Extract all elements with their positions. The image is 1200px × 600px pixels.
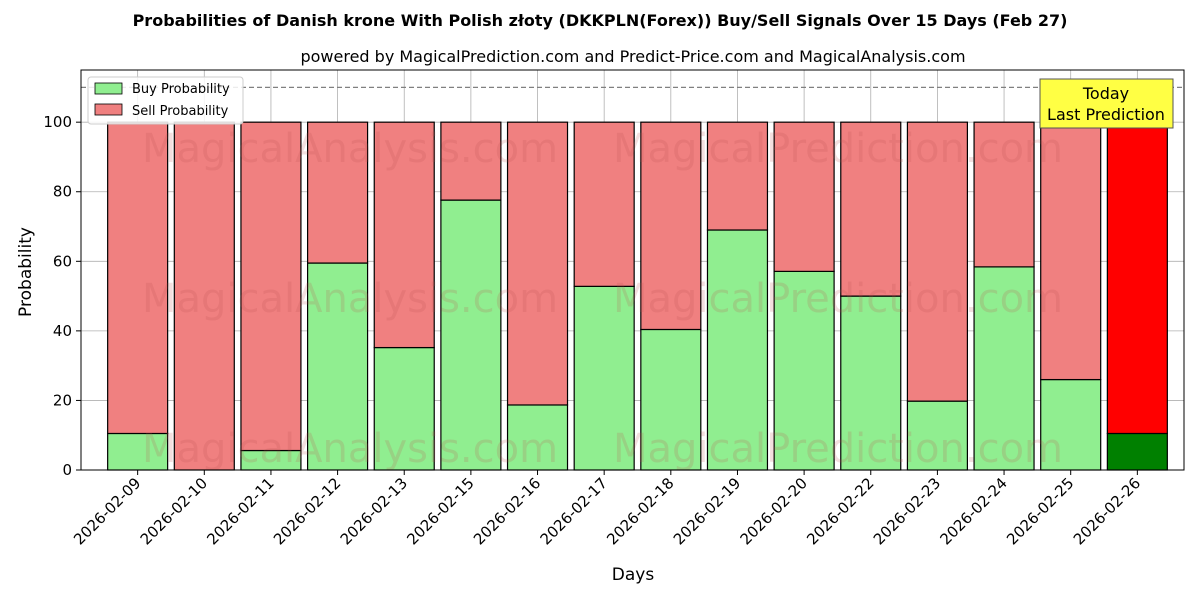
y-tick-label-2: 40 [53,322,72,340]
sell-bar-6 [506,121,569,406]
buy-bar-4 [373,346,435,471]
x-tick-label-9: 2026-02-19 [670,474,744,548]
legend-swatch-sell [94,103,123,116]
y-tick-label-3: 60 [53,252,72,270]
buy-bar-7 [573,285,635,471]
buy-bar-9 [706,229,769,471]
y-tick-label-4: 80 [53,183,72,201]
sell-bar-14 [1040,121,1102,381]
today-annotation: Today Last Prediction [1039,78,1174,129]
x-tick-label-12: 2026-02-23 [870,474,944,548]
x-tick-label-8: 2026-02-18 [603,474,677,548]
sell-bar-2 [240,121,302,452]
watermark-3: MagicalAnalysis.com [142,276,558,322]
sell-bar-4 [373,121,435,349]
legend-label-sell: Sell Probability [132,104,229,119]
annotation-line-2: Last Prediction [1047,105,1165,124]
watermarks: MagicalAnalysis.com MagicalPrediction.co… [142,126,1063,472]
x-tick-label-6: 2026-02-16 [470,474,544,548]
sell-bar-1 [173,121,235,471]
watermark-6: MagicalPrediction.com [613,426,1063,472]
x-tick-label-2: 2026-02-11 [203,474,277,548]
chart-title: Probabilities of Danish krone With Polis… [133,11,1068,30]
watermark-1: MagicalAnalysis.com [142,126,558,172]
sell-bar-0 [107,121,169,435]
sell-bar-3 [306,121,369,264]
x-tick-label-15: 2026-02-26 [1070,474,1144,548]
x-tick-label-4: 2026-02-13 [337,474,411,548]
x-tick-label-13: 2026-02-24 [937,474,1011,548]
legend-swatch-buy [94,82,123,95]
sell-bar-11 [840,121,902,297]
sell-bar-13 [973,121,1035,268]
buy-bar-12 [906,400,968,471]
y-tick-label-5: 100 [43,113,72,131]
sell-bar-5 [440,121,502,201]
legend-frame [87,76,244,125]
x-tick-label-1: 2026-02-10 [137,474,211,548]
buy-bar-10 [773,270,835,471]
sell-bar-10 [773,121,835,272]
y-axis-label: Probability [16,227,36,317]
chart-subtitle: powered by MagicalPrediction.com and Pre… [300,47,965,66]
y-tick-label-1: 20 [53,391,72,409]
legend: Buy Probability Sell Probability [87,76,244,125]
x-tick-label-11: 2026-02-22 [803,474,877,548]
buy-bar-8 [640,328,702,471]
annotation-box [1039,78,1174,129]
x-tick-label-5: 2026-02-15 [403,474,477,548]
sell-bar-8 [640,121,702,331]
plot-frame [80,69,1185,471]
sell-bar-9 [706,121,769,231]
y-tick-label-0: 0 [62,461,72,479]
buy-bar-13 [973,266,1035,471]
annotation-line-1: Today [1082,84,1129,103]
x-axis-label: Days [612,565,655,585]
x-tick-label-7: 2026-02-17 [537,474,611,548]
x-tick-label-14: 2026-02-25 [1003,474,1077,548]
buy-bar-11 [840,295,902,471]
x-tick-label-0: 2026-02-09 [70,474,144,548]
sell-bar-7 [573,121,635,287]
legend-label-buy: Buy Probability [132,82,230,97]
buy-bar-3 [306,262,369,471]
watermark-5: MagicalAnalysis.com [142,426,558,472]
bars [107,121,1168,471]
watermark-4: MagicalPrediction.com [613,276,1063,322]
buy-bar-5 [440,199,502,471]
x-tick-label-10: 2026-02-20 [737,474,811,548]
sell-bar-12 [906,121,968,402]
x-tick-label-3: 2026-02-12 [270,474,344,548]
watermark-2: MagicalPrediction.com [613,126,1063,172]
buy-bar-15 [1106,432,1168,471]
sell-bar-15 [1106,121,1168,435]
